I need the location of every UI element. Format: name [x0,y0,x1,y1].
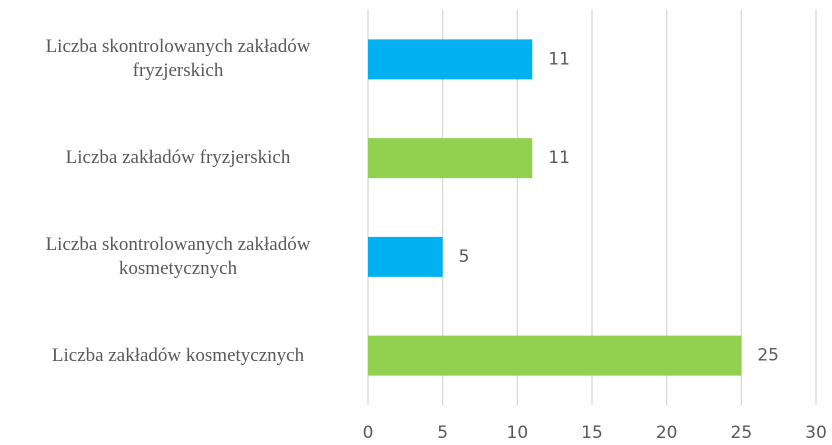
y-tick-label: Liczba zakładów fryzjerskich [65,147,291,169]
y-tick-label: Liczba skontrolowanych zakładów kosmetyc… [45,233,311,279]
x-tick-label: 10 [507,423,529,443]
value-label: 11 [548,49,570,69]
bar [368,138,533,179]
value-label: 25 [757,346,779,366]
bar [368,335,742,376]
x-tick-label: 30 [805,423,827,443]
value-label: 5 [459,247,470,267]
y-tick-label: Liczba zakładów kosmetycznych [51,344,305,366]
x-tick-label: 5 [437,423,448,443]
bar [368,236,443,277]
y-tick-label: Liczba skontrolowanych zakładów fryzjers… [45,36,311,82]
bar [368,39,533,80]
value-label: 11 [548,148,570,168]
x-tick-label: 15 [581,423,603,443]
x-tick-label: 20 [656,423,678,443]
x-tick-label: 25 [731,423,753,443]
x-tick-label: 0 [363,423,374,443]
